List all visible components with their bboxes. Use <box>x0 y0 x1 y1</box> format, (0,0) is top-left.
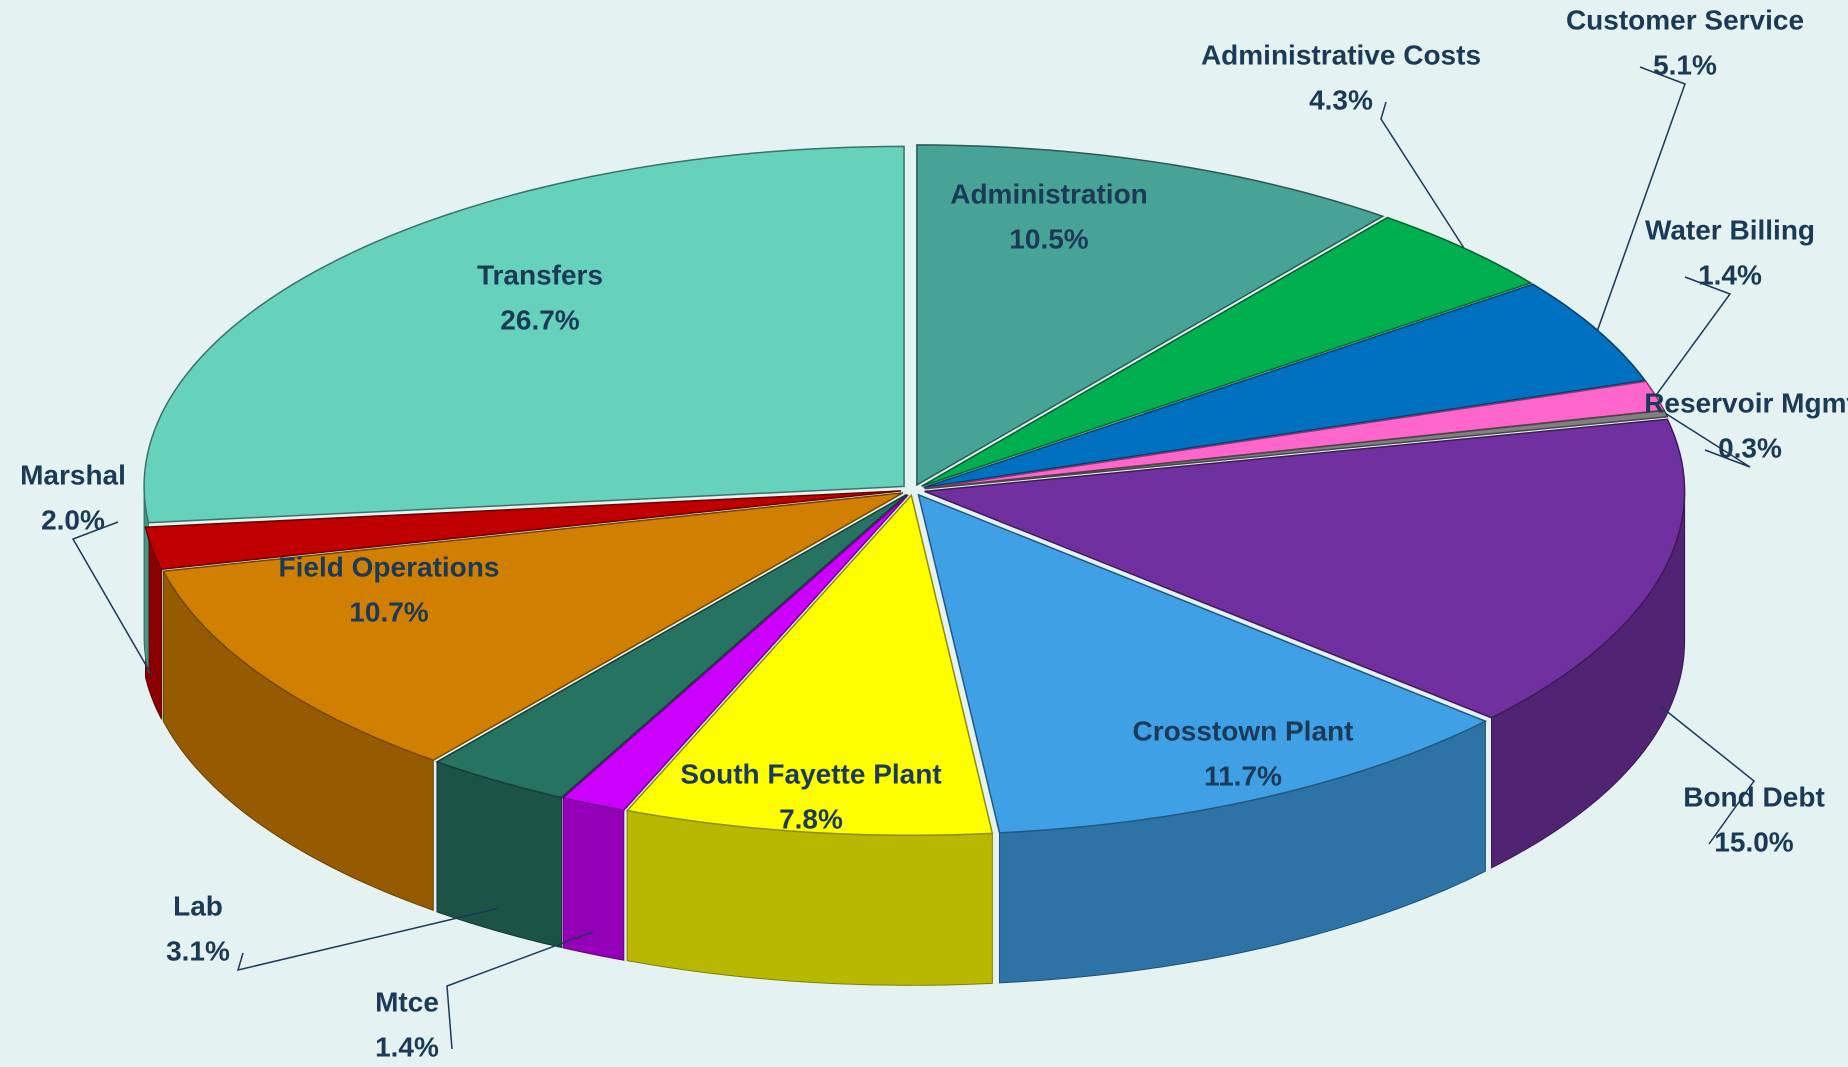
leader-line <box>1655 276 1732 397</box>
slice-label: Lab <box>173 890 223 921</box>
slice <box>924 418 1686 719</box>
slice-label: Mtce <box>375 986 439 1017</box>
slice-value-label: 5.1% <box>1653 49 1717 80</box>
slice-value-label: 1.4% <box>375 1031 439 1062</box>
slice-value-label: 4.3% <box>1309 84 1373 115</box>
leader-line <box>446 931 594 1050</box>
slice-value-label: 10.5% <box>1009 223 1088 254</box>
slice <box>923 283 1647 489</box>
slice-label: Administration <box>950 178 1148 209</box>
leader-line <box>1665 412 1751 468</box>
slice-value-label: 10.7% <box>349 596 428 627</box>
slice-label: Administrative Costs <box>1201 39 1481 70</box>
leader-line <box>236 907 498 972</box>
slice <box>143 145 905 524</box>
slice-label: Crosstown Plant <box>1133 715 1354 746</box>
slice-side <box>562 797 625 961</box>
slice-value-label: 7.8% <box>779 803 843 834</box>
leader-line <box>1659 704 1756 845</box>
slice-label: Transfers <box>477 259 603 290</box>
slice-value-label: 3.1% <box>166 935 230 966</box>
slice-value-label: 1.4% <box>1698 259 1762 290</box>
slice-label: South Fayette Plant <box>680 758 941 789</box>
slice-label: Bond Debt <box>1683 781 1825 812</box>
slice <box>162 492 904 762</box>
slice-value-label: 15.0% <box>1714 826 1793 857</box>
slice <box>561 494 909 812</box>
slice <box>917 493 1488 834</box>
slice <box>916 144 1385 487</box>
slice <box>435 493 908 799</box>
slice-label: Customer Service <box>1566 4 1804 35</box>
slice-label: Marshal <box>20 459 126 490</box>
slice-label: Field Operations <box>279 551 500 582</box>
slice-value-label: 26.7% <box>500 304 579 335</box>
slice-label: Water Billing <box>1645 214 1815 245</box>
slice-value-label: 11.7% <box>1204 760 1282 791</box>
slice-side <box>626 810 993 986</box>
leader-line <box>71 521 153 677</box>
slice <box>625 493 994 837</box>
leader-line <box>1596 66 1686 331</box>
slice <box>144 490 902 571</box>
slice-value-label: 0.3% <box>1718 432 1782 463</box>
slice-value-label: 2.0% <box>41 504 105 535</box>
slice-label: Reservoir Mgmt <box>1644 387 1848 418</box>
leader-line <box>1380 101 1465 249</box>
